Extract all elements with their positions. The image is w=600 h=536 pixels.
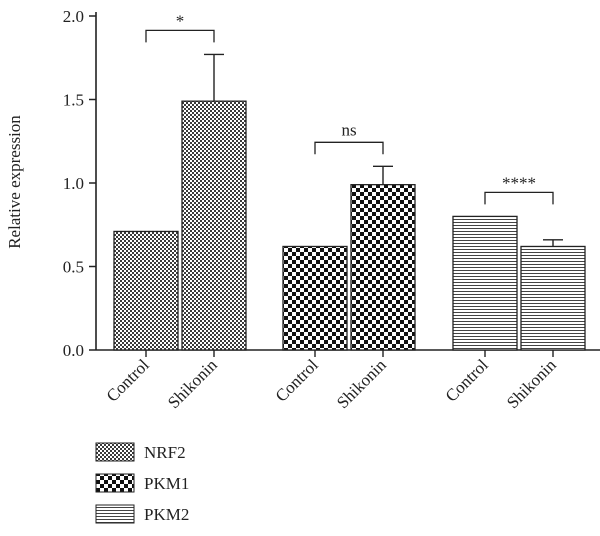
x-tick-label: Shikonin [503,355,560,412]
y-tick-label: 1.0 [63,174,84,193]
bar-pkm1-shikonin [350,184,416,351]
y-tick-label: 0.5 [63,258,84,277]
y-axis-label: Relative expression [5,115,24,249]
bar-pkm2-shikonin [520,245,586,351]
x-tick-label: Shikonin [333,355,390,412]
y-tick-label: 2.0 [63,7,84,26]
bar-pkm1-control [282,245,348,351]
bar-pkm2-control [452,215,518,351]
x-tick-label: Shikonin [164,355,221,412]
bar-nrf2-control [113,230,179,351]
significance-label: * [176,11,185,30]
y-tick-label: 0.0 [63,341,84,360]
x-tick-label: Control [442,355,492,405]
significance-bracket [145,29,215,43]
x-tick-label: Control [103,355,153,405]
significance-bracket [314,141,384,155]
legend-swatch-pkm2 [95,504,135,524]
y-tick-label: 1.5 [63,91,84,110]
bar-nrf2-shikonin [181,100,247,351]
legend-swatch-nrf2 [95,442,135,462]
significance-label: **** [502,173,536,192]
legend-label-pkm2: PKM2 [144,505,189,524]
significance-bracket [484,191,554,205]
legend-swatch-pkm1 [95,473,135,493]
significance-label: ns [341,120,356,139]
legend-label-pkm1: PKM1 [144,474,189,493]
x-tick-label: Control [272,355,322,405]
legend: NRF2 PKM1 PKM2 [95,442,189,524]
legend-label-nrf2: NRF2 [144,443,186,462]
